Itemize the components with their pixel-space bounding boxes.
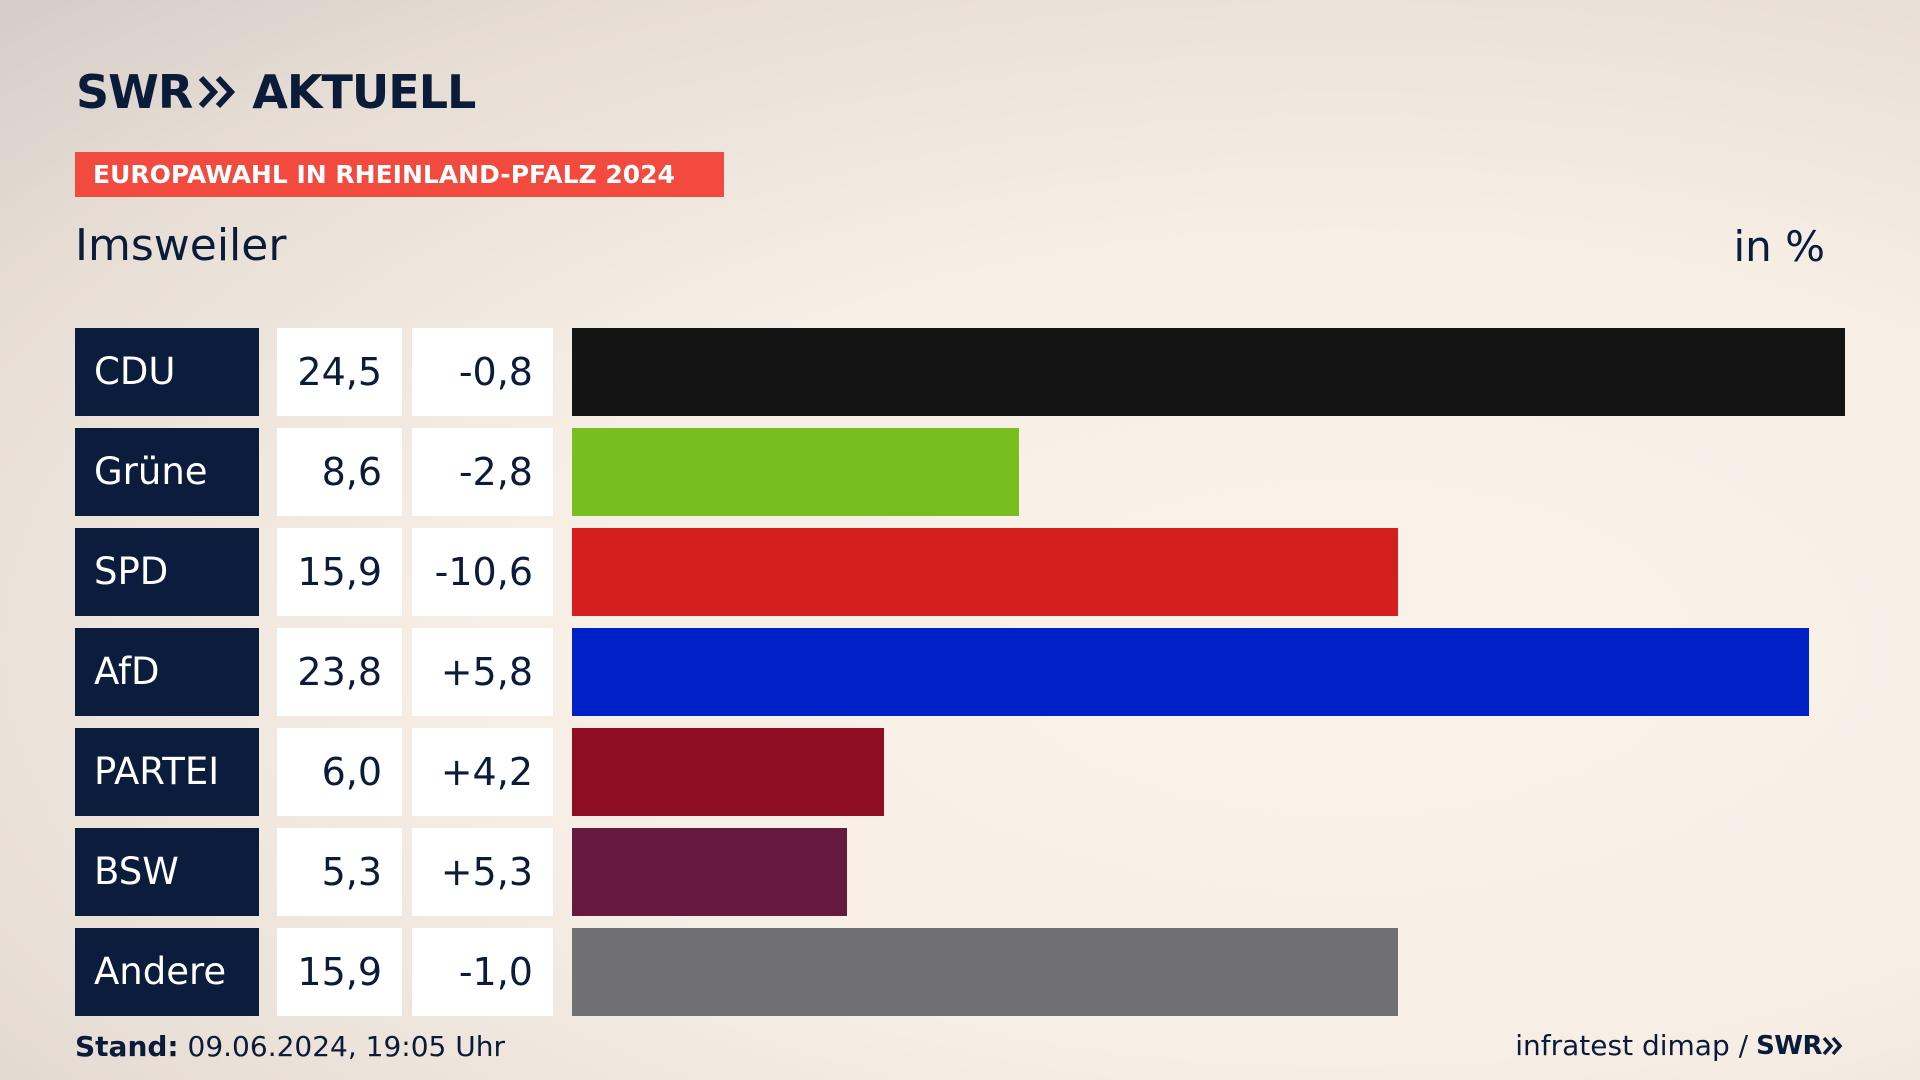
party-label: Andere xyxy=(75,928,259,1016)
swr-footer-text: SWR xyxy=(1756,1030,1822,1061)
timestamp: Stand: 09.06.2024, 19:05 Uhr xyxy=(75,1030,505,1063)
swr-aktuell-logo: SWR AKTUELL xyxy=(76,65,476,119)
party-label: BSW xyxy=(75,828,259,916)
party-label: SPD xyxy=(75,528,259,616)
bar-cdu xyxy=(572,328,1845,416)
logo-aktuell-text: AKTUELL xyxy=(252,65,476,119)
party-label: AfD xyxy=(75,628,259,716)
bar-bsw xyxy=(572,828,847,916)
change-value: -10,6 xyxy=(412,528,553,616)
election-banner: EUROPAWAHL IN RHEINLAND-PFALZ 2024 xyxy=(75,152,724,197)
change-value: +5,8 xyxy=(412,628,553,716)
stand-label: Stand: xyxy=(75,1030,179,1063)
source-text: infratest dimap / xyxy=(1515,1029,1749,1062)
change-value: +5,3 xyxy=(412,828,553,916)
bar-spd xyxy=(572,528,1398,616)
bar-afd xyxy=(572,628,1809,716)
vote-share-value: 24,5 xyxy=(277,328,402,416)
change-value: -2,8 xyxy=(412,428,553,516)
stand-value: 09.06.2024, 19:05 Uhr xyxy=(187,1030,505,1063)
chevron-right-icon xyxy=(1822,1036,1843,1055)
change-value: -0,8 xyxy=(412,328,553,416)
vote-share-value: 6,0 xyxy=(277,728,402,816)
change-value: +4,2 xyxy=(412,728,553,816)
change-value: -1,0 xyxy=(412,928,553,1016)
logo-swr-text: SWR xyxy=(76,65,193,119)
vote-share-value: 5,3 xyxy=(277,828,402,916)
party-label: CDU xyxy=(75,328,259,416)
swr-footer-logo: SWR xyxy=(1756,1031,1844,1061)
location-title: Imsweiler xyxy=(75,220,287,271)
party-label: PARTEI xyxy=(75,728,259,816)
party-label: Grüne xyxy=(75,428,259,516)
bar-gr-ne xyxy=(572,428,1019,516)
bar-partei xyxy=(572,728,884,816)
chevron-right-icon xyxy=(198,75,238,109)
vote-share-value: 15,9 xyxy=(277,928,402,1016)
source-credit: infratest dimap / SWR xyxy=(1515,1029,1844,1062)
unit-label: in % xyxy=(1733,222,1825,271)
vote-share-value: 15,9 xyxy=(277,528,402,616)
vote-share-value: 8,6 xyxy=(277,428,402,516)
bar-andere xyxy=(572,928,1398,1016)
vote-share-value: 23,8 xyxy=(277,628,402,716)
